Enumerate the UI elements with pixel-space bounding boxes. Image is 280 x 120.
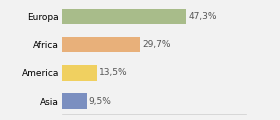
Text: 9,5%: 9,5% [89,97,112,106]
Bar [62,93,87,109]
Bar [62,9,186,24]
Text: 29,7%: 29,7% [142,40,171,49]
Bar [62,37,140,52]
Bar [62,65,97,81]
Text: 47,3%: 47,3% [189,12,217,21]
Text: 13,5%: 13,5% [99,68,128,77]
